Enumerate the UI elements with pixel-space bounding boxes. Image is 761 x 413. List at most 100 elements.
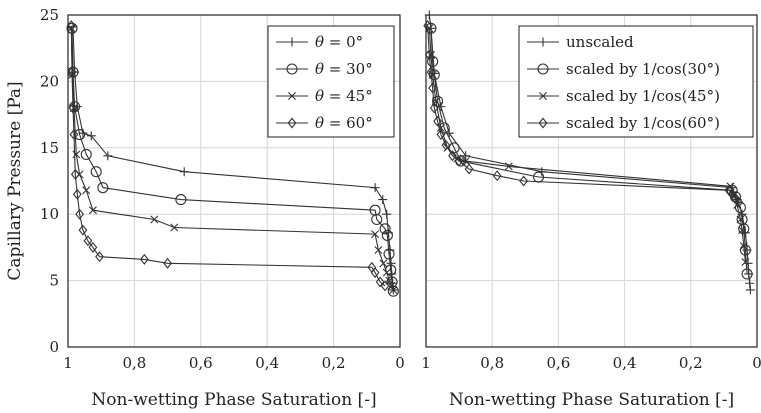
y-tick-label: 25 <box>40 6 59 24</box>
data-point <box>726 182 735 191</box>
data-point <box>464 163 474 175</box>
data-point <box>72 150 81 159</box>
data-point <box>374 246 383 255</box>
data-point <box>88 206 97 215</box>
data-point <box>380 280 390 292</box>
y-tick-label: 15 <box>40 139 59 157</box>
y-axis-title: Capillary Pressure [Pa] <box>5 81 25 280</box>
data-point <box>75 208 85 220</box>
data-point <box>734 196 744 208</box>
data-point <box>739 242 748 251</box>
legend-marker <box>287 37 297 47</box>
data-point <box>66 22 78 34</box>
series-line <box>428 28 746 263</box>
x-tick-label: 0,4 <box>613 354 637 372</box>
data-point <box>74 128 86 141</box>
data-point <box>80 148 92 160</box>
data-point <box>436 129 446 141</box>
x-axis-title: Non-wetting Phase Saturation [-] <box>91 390 376 410</box>
series-line <box>71 28 394 292</box>
chart-panel-right: 1 0,8 0,6 0,4 0,2 0 Non-wetting Phase Saturati… <box>421 10 761 410</box>
series-diamond <box>66 20 390 292</box>
series-circle <box>66 22 399 297</box>
legend-marker <box>538 37 548 47</box>
y-tick-label: 10 <box>40 205 59 223</box>
data-point <box>386 258 396 268</box>
data-point <box>103 151 113 161</box>
data-point <box>492 170 502 182</box>
legend-box <box>267 25 395 138</box>
data-point <box>90 166 102 178</box>
data-point <box>745 278 755 288</box>
series-line <box>430 28 748 275</box>
data-point <box>379 259 388 268</box>
legend-label: unscaled <box>566 33 634 51</box>
data-point <box>454 155 464 167</box>
plot-frame <box>425 14 758 348</box>
data-point <box>519 175 529 187</box>
data-point <box>175 194 187 206</box>
legend-marker <box>538 117 548 129</box>
data-point <box>82 186 91 195</box>
data-point <box>68 102 78 114</box>
data-point <box>424 49 434 61</box>
x-tick-label: 0,6 <box>189 354 213 372</box>
data-point <box>433 115 442 127</box>
series-circle <box>425 22 753 280</box>
data-point <box>83 235 93 247</box>
legend-label: θ = 0° <box>315 33 363 51</box>
data-point <box>66 20 76 32</box>
data-point <box>385 245 395 255</box>
x-tick-label: 0,4 <box>255 354 279 372</box>
x-tick-label: 0 <box>395 354 405 372</box>
legend: θ = 0° θ = 30° θ = 45° θ = 60° <box>267 25 395 138</box>
x-tick-label: 0,2 <box>322 354 346 372</box>
data-point <box>375 276 385 288</box>
x-tick-label: 1 <box>63 354 73 372</box>
legend-box <box>518 25 754 138</box>
legend-marker <box>539 92 547 100</box>
data-point <box>150 215 159 224</box>
data-point <box>426 66 436 78</box>
legend-label: θ = 60° <box>315 114 373 132</box>
data-point <box>86 131 96 141</box>
data-point <box>70 168 80 180</box>
data-point <box>382 268 391 277</box>
data-point <box>163 257 172 269</box>
x-tick-label: 1 <box>421 354 431 372</box>
data-point <box>379 223 391 235</box>
data-point <box>370 183 380 193</box>
data-point <box>371 213 383 226</box>
data-point <box>170 223 179 232</box>
data-point <box>97 182 109 194</box>
data-point <box>72 188 82 200</box>
data-point <box>441 139 451 151</box>
legend-label: scaled by 1/cos(30°) <box>566 60 720 78</box>
legend-label: θ = 30° <box>315 60 373 78</box>
x-tick-label: 0,2 <box>679 354 703 372</box>
data-point <box>387 281 396 290</box>
data-point <box>370 267 380 279</box>
legend-label: scaled by 1/cos(45°) <box>566 87 720 105</box>
chart-panel-left: 1 0,8 0,6 0,4 0,2 0 0 5 10 15 20 25 Non-wetting Phas… <box>40 6 405 410</box>
legend-marker <box>287 117 297 129</box>
x-axis-title: Non-wetting Phase Saturation [-] <box>449 390 734 410</box>
plot-frame <box>67 14 401 348</box>
data-point <box>383 248 395 260</box>
series-line <box>72 26 394 290</box>
x-tick-label: 0,6 <box>546 354 570 372</box>
data-point <box>423 20 433 32</box>
data-point <box>378 195 388 205</box>
legend-marker <box>288 92 296 100</box>
data-point <box>78 224 88 236</box>
data-point <box>448 150 457 162</box>
x-tick-label: 0,8 <box>480 354 504 372</box>
series-diamond <box>423 20 744 208</box>
legend-label: θ = 45° <box>315 87 373 105</box>
data-point <box>69 129 79 141</box>
data-point <box>426 50 435 59</box>
series-line <box>70 25 386 287</box>
x-tick-label: 0 <box>752 354 761 372</box>
legend-marker <box>286 63 298 75</box>
